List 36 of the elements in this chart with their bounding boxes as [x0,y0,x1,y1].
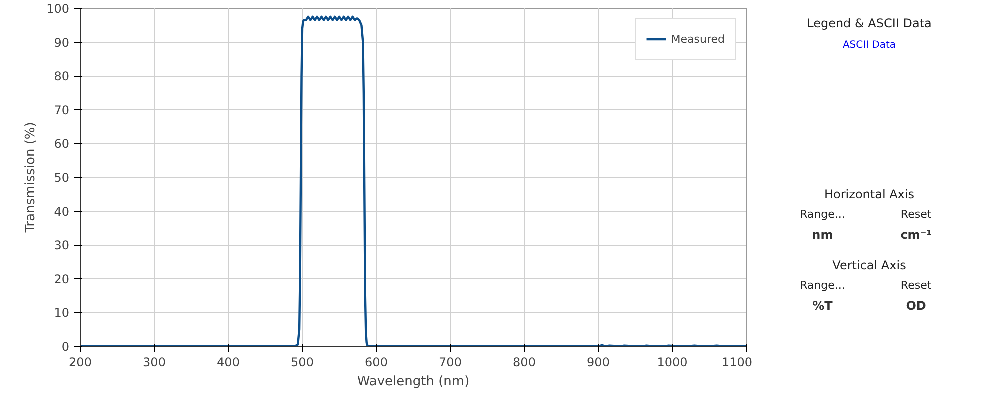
y-tick-label: 50 [54,171,70,185]
x-tick-label: 800 [513,356,536,370]
x-tick-label: 500 [291,356,314,370]
y-tick-label: 20 [54,272,70,286]
text: %T [812,298,834,313]
text: ASCII Data [842,40,896,52]
x-tick-label: 900 [587,356,610,370]
y-tick-label: 40 [54,204,70,219]
text: nm [812,228,834,242]
y-tick-label: 0 [62,340,70,354]
text: OD [906,298,926,313]
text: Range... [800,208,846,222]
legend-label: Measured [671,32,725,46]
x-axis-title: Wavelength (nm) [357,374,470,390]
y-tick-label: 30 [54,238,70,253]
text: Vertical Axis [832,258,906,272]
x-tick-label: 600 [365,356,388,370]
x-tick-label: 1000 [657,356,688,370]
y-tick-label: 60 [54,137,70,152]
x-tick-label: 1100 [722,356,753,370]
text: cm⁻¹ [900,228,932,242]
text: Range... [800,279,846,292]
x-tick-label: 200 [69,356,92,370]
x-tick-label: 400 [217,356,240,370]
text: Legend & ASCII Data [807,16,932,31]
y-axis-title: Transmission (%) [24,122,39,234]
x-tick-label: 700 [439,356,462,370]
text: Reset [900,279,932,292]
y-tick-label: 100 [46,2,70,16]
y-tick-label: 70 [54,103,70,118]
text: Reset [900,208,932,222]
y-tick-label: 10 [54,306,70,320]
y-tick-label: 80 [54,70,70,84]
text: Horizontal Axis [824,187,914,202]
y-tick-label: 90 [54,36,70,50]
x-tick-label: 300 [143,356,166,370]
